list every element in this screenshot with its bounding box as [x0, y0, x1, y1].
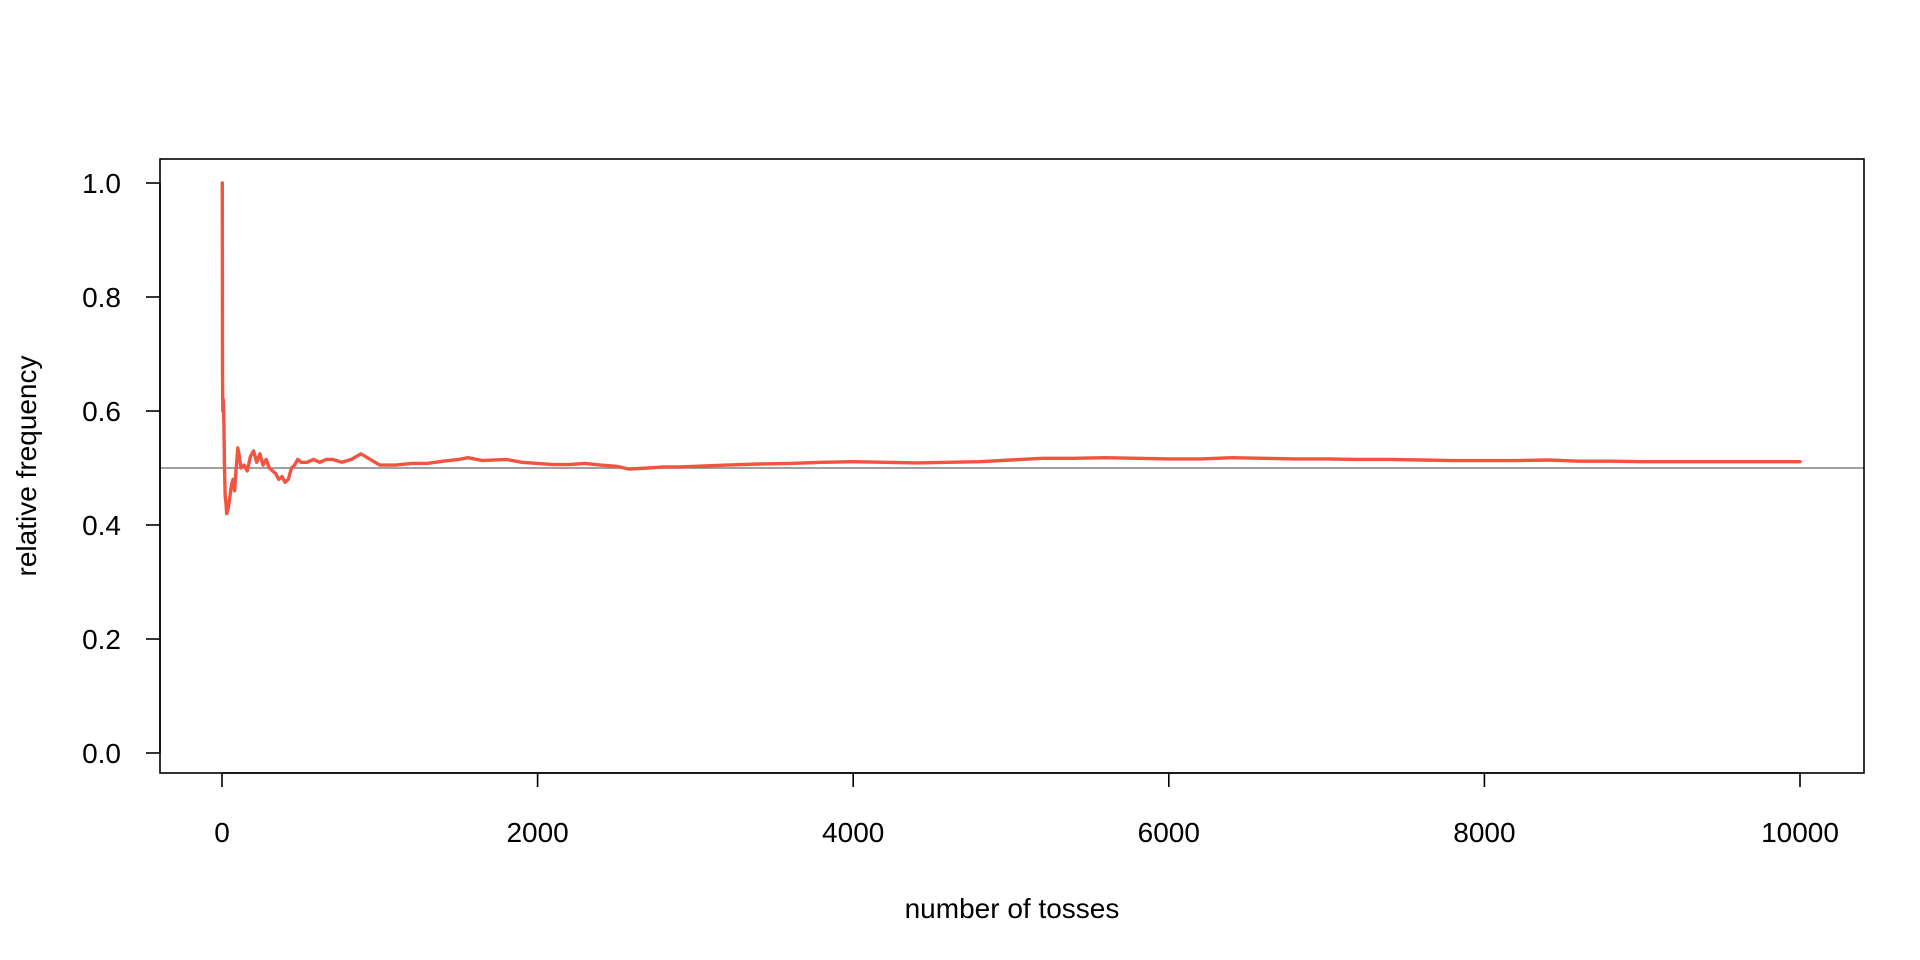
y-tick-label: 0.2 [82, 624, 121, 655]
y-tick-label: 1.0 [82, 168, 121, 199]
y-axis-title: relative frequency [11, 355, 42, 576]
x-tick-label: 0 [214, 817, 230, 848]
y-tick-label: 0.8 [82, 282, 121, 313]
x-tick-label: 8000 [1453, 817, 1515, 848]
y-tick-label: 0.0 [82, 738, 121, 769]
x-tick-label: 6000 [1138, 817, 1200, 848]
x-tick-label: 4000 [822, 817, 884, 848]
x-tick-label: 2000 [506, 817, 568, 848]
plot-area-frame [159, 158, 1865, 774]
x-axis: 0 2000 4000 6000 8000 10000 [214, 772, 1839, 848]
y-tick-label: 0.6 [82, 396, 121, 427]
x-tick-label: 10000 [1761, 817, 1839, 848]
x-axis-title: number of tosses [905, 893, 1120, 924]
y-axis: 0.0 0.2 0.4 0.6 0.8 1.0 [82, 168, 161, 769]
y-tick-label: 0.4 [82, 510, 121, 541]
series-layer [220, 181, 1802, 516]
series-line-1 [220, 181, 1802, 516]
